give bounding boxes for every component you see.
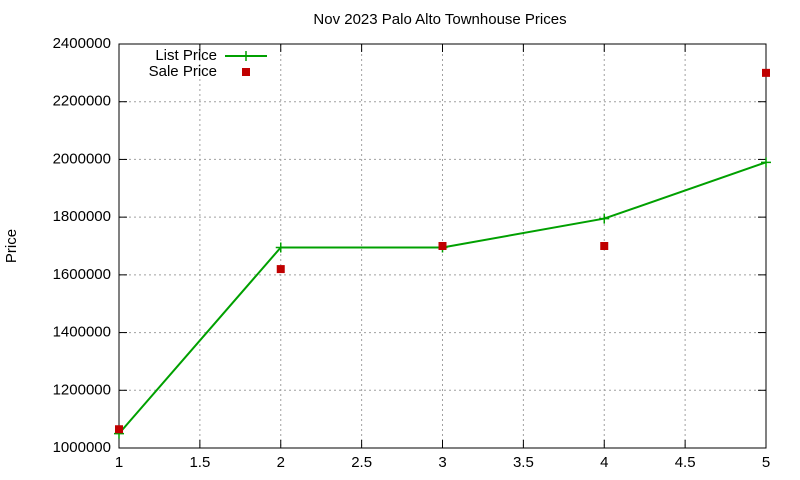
series-line (118, 161, 767, 435)
x-tick-label: 3 (438, 454, 446, 471)
x-tick-label: 5 (762, 454, 770, 471)
data-point (275, 242, 286, 253)
legend-label: List Price (155, 47, 217, 64)
data-point (115, 425, 123, 434)
x-tick-label: 1 (115, 454, 123, 471)
data-point (438, 242, 447, 250)
data-point (276, 265, 285, 274)
legend-marker (242, 68, 250, 76)
legend-label: Sale Price (149, 63, 217, 80)
data-point (600, 242, 609, 250)
y-tick-label: 2400000 (53, 35, 111, 52)
y-axis-label: Price (3, 229, 20, 263)
x-tick-label: 2 (277, 454, 285, 471)
y-tick-label: 1400000 (53, 324, 111, 341)
plot-frame (118, 43, 767, 449)
y-tick-label: 1600000 (53, 266, 111, 283)
y-tick-label: 1800000 (53, 208, 111, 225)
y-tick-label: 1200000 (53, 381, 111, 398)
data-point (762, 68, 770, 77)
x-tick-label: 1.5 (189, 454, 210, 471)
y-tick-label: 2000000 (53, 150, 111, 167)
data-point (599, 213, 610, 224)
legend-marker (241, 51, 251, 61)
data-point (761, 157, 771, 168)
chart-title: Nov 2023 Palo Alto Townhouse Prices (313, 11, 566, 28)
x-tick-label: 2.5 (351, 454, 372, 471)
x-tick-label: 4.5 (675, 454, 696, 471)
x-tick-label: 4 (600, 454, 608, 471)
x-tick-label: 3.5 (513, 454, 534, 471)
y-tick-label: 1000000 (53, 439, 111, 456)
y-tick-label: 2200000 (53, 93, 111, 110)
